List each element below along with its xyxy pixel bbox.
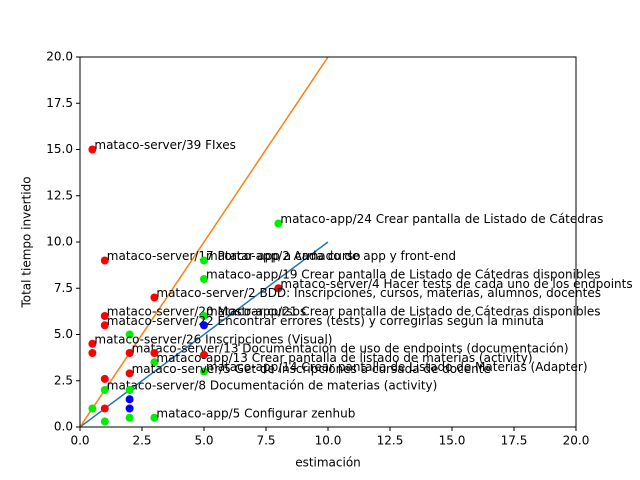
point-label: mataco-server/22 Encontrar errores (test…	[107, 314, 544, 328]
point	[100, 321, 109, 330]
y-tick-label: 12.5	[46, 188, 73, 202]
plot-content	[80, 57, 329, 427]
point	[88, 145, 97, 154]
y-tick-label: 20.0	[46, 50, 73, 64]
point-label: mataco-server/2 BDD: Inscripciones, curs…	[156, 286, 601, 300]
point	[125, 413, 134, 422]
y-tick-label: 5.0	[54, 327, 73, 341]
point	[200, 275, 208, 283]
y-tick-label: 15.0	[46, 142, 73, 156]
y-tick-label: 0.0	[54, 420, 73, 434]
point	[274, 219, 283, 228]
trend-line	[80, 57, 329, 427]
point	[200, 321, 208, 330]
point-label: mataco-app/19 Crear pantalla de Listado …	[206, 268, 601, 282]
point	[125, 395, 134, 404]
point	[100, 374, 109, 383]
point	[100, 386, 109, 394]
point	[150, 349, 159, 357]
x-tick-label: 5.0	[194, 434, 213, 448]
x-tick-label: 10.0	[315, 434, 342, 448]
point	[88, 404, 97, 413]
point-label: mataco-app/14 Crear pantalla de Listado …	[206, 360, 588, 374]
point	[125, 404, 134, 413]
point	[200, 350, 208, 359]
point-label: mataco-server/13 Documentación de uso de…	[132, 342, 569, 356]
x-tick-label: 2.5	[132, 434, 151, 448]
point	[88, 349, 97, 357]
point	[100, 256, 109, 265]
x-tick-label: 17.5	[501, 434, 528, 448]
point	[88, 339, 97, 348]
x-axis-label: estimación	[295, 456, 361, 470]
point-label: mataco-server/20 Mostrar cursos	[107, 305, 306, 319]
x-tick-label: 12.5	[377, 434, 404, 448]
point	[125, 349, 134, 357]
trend-line	[80, 241, 329, 427]
point	[100, 417, 109, 426]
point-label: mataco-server/39 FIxes	[94, 138, 236, 152]
x-tick-label: 15.0	[439, 434, 466, 448]
point-label: mataco-server/4 Hacer tests de cada uno …	[280, 277, 632, 291]
y-tick-label: 10.0	[46, 235, 73, 249]
point	[150, 358, 159, 367]
point	[100, 312, 109, 320]
x-tick-label: 7.5	[256, 434, 275, 448]
point-label: mataco-server/17 Portar app a cada curso	[107, 249, 361, 263]
point	[274, 284, 283, 293]
point-label: mataco-app/5 Configurar zenhub	[156, 406, 355, 420]
point	[150, 413, 159, 422]
point-label: mataco-app/21 Crear pantalla de Listado …	[206, 305, 601, 319]
point	[200, 256, 208, 265]
point	[100, 404, 109, 413]
point-label: mataco-app/24 Crear pantalla de Listado …	[280, 212, 603, 226]
axes-frame	[79, 56, 577, 428]
x-tick-label: 20.0	[563, 434, 590, 448]
x-tick-label: 0.0	[70, 434, 89, 448]
point	[150, 293, 159, 302]
point-label: mataco-server/26 Inscripciones (Visual)	[94, 332, 332, 346]
y-tick-label: 17.5	[46, 96, 73, 110]
point	[125, 369, 134, 378]
point-label: mataco-server/5 Get de inscripciones a c…	[132, 362, 491, 376]
point-label: mataco-server/8 Documentación de materia…	[107, 379, 438, 393]
point	[200, 367, 208, 376]
y-axis-label: Total tiempo invertido	[20, 176, 34, 308]
point	[125, 386, 134, 394]
y-tick-label: 2.5	[54, 373, 73, 387]
point-label: mataco-app/2 Armado de app y front-end	[206, 249, 456, 263]
point	[200, 312, 208, 320]
point	[125, 330, 134, 339]
y-tick-label: 7.5	[54, 281, 73, 295]
point-label: mataco-app/13 Crear pantalla de listado …	[156, 351, 532, 365]
